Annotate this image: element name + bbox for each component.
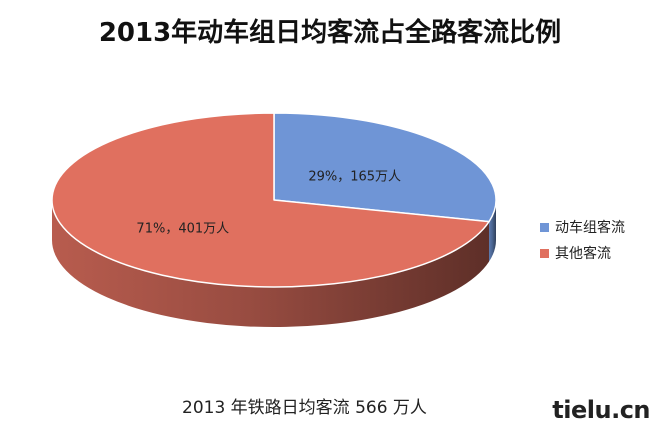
legend-label: 其他客流 [555,246,611,262]
legend-swatch [540,222,549,232]
legend: 动车组客流 其他客流 [540,214,625,266]
pie-data-label-1: 29%，165万人 [308,169,401,184]
legend-swatch [540,248,549,258]
legend-item-1: 动车组客流 [540,214,625,240]
legend-label: 动车组客流 [555,220,625,236]
pie-top-faces [51,112,497,288]
footer-caption: 2013 年铁路日均客流 566 万人 [182,398,427,418]
pie-slice-2 [51,112,490,288]
pie-slice-1 [273,112,497,223]
pie-side-1 [489,200,496,262]
pie-3d-sides [51,200,496,328]
pie-slice-labels: 29%，165万人 71%，401万人 [136,169,401,236]
pie-side-2 [51,200,490,328]
legend-item-2: 其他客流 [540,240,625,266]
watermark-logo: tielu.cn [552,396,650,424]
pie-data-label-2: 71%，401万人 [136,222,229,237]
chart-title: 2013年动车组日均客流占全路客流比例 [98,18,562,48]
